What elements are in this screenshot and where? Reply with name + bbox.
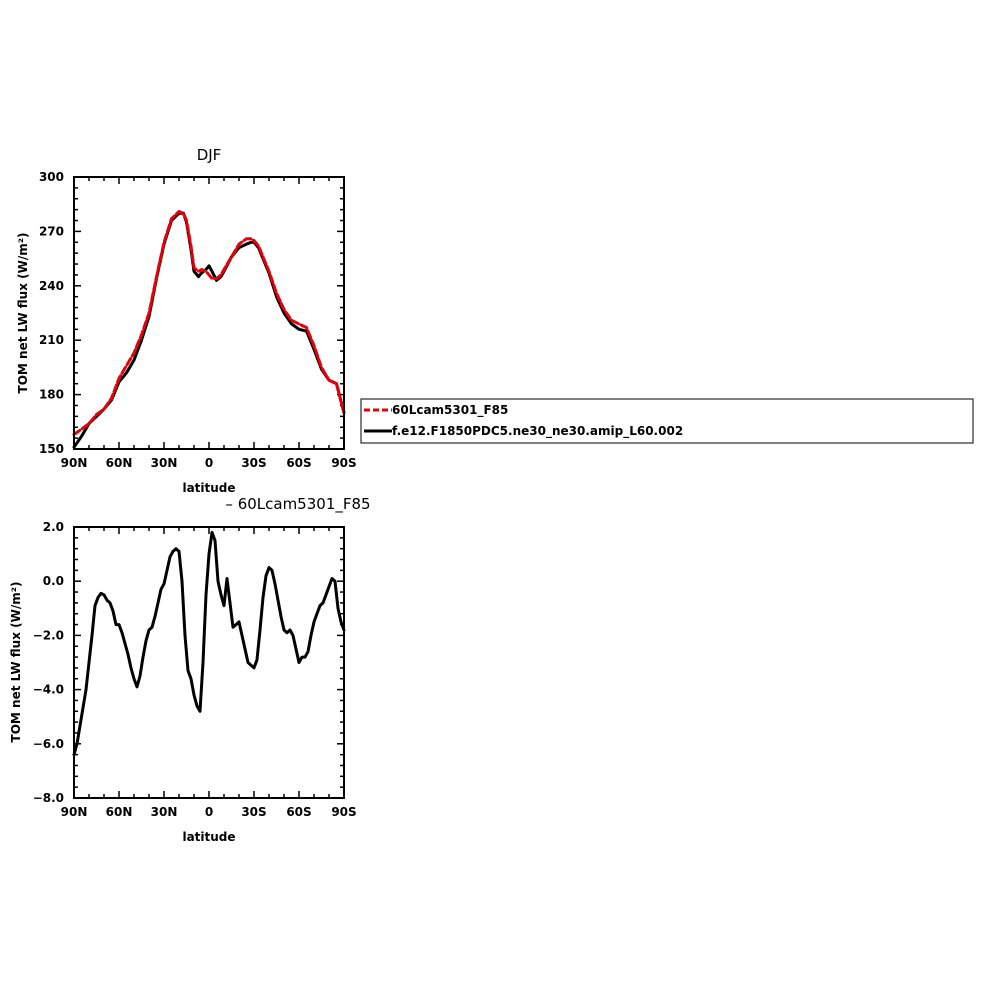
x-tick-label: 90S: [331, 805, 356, 819]
y-tick-label: −4.0: [33, 683, 64, 697]
y-tick-label: 270: [39, 224, 64, 238]
x-tick-label: 90N: [61, 805, 88, 819]
top-panel: DJF TOM net LW flux (W/m²) latitude 90N 6…: [16, 146, 357, 495]
y-tick-label: 150: [39, 442, 64, 456]
top-panel-ticks: 90N 60N 30N 0 30S 60S 90S 150 180 210 240 270 300: [39, 170, 357, 470]
y-tick-label: 2.0: [43, 520, 64, 534]
bottom-panel-series: [72, 530, 346, 757]
y-tick-label: 300: [39, 170, 64, 184]
bottom-panel-ylabel: TOM net LW flux (W/m²): [9, 582, 23, 743]
x-tick-label: 0: [205, 456, 213, 470]
series-line-1: [72, 210, 346, 436]
x-tick-label: 90N: [61, 456, 88, 470]
bottom-panel: – 60Lcam5301_F85 TOM net LW flux (W/m²) …: [9, 495, 371, 844]
top-panel-ylabel: TOM net LW flux (W/m²): [16, 233, 30, 394]
x-tick-label: 30S: [241, 456, 266, 470]
top-panel-series: [72, 210, 346, 449]
y-tick-label: 0.0: [43, 574, 64, 588]
legend-entry-2: f.e12.F1850PDC5.ne30_ne30.amip_L60.002: [392, 424, 683, 439]
x-tick-label: 30S: [241, 805, 266, 819]
y-tick-label: 180: [39, 388, 64, 402]
x-tick-label: 60S: [286, 456, 311, 470]
x-tick-label: 30N: [151, 456, 178, 470]
top-panel-frame: [73, 176, 345, 450]
y-tick-label: 240: [39, 279, 64, 293]
legend-box: [360, 398, 974, 444]
bottom-panel-xlabel: latitude: [182, 830, 235, 844]
top-panel-title: DJF: [197, 146, 222, 164]
x-tick-label: 60N: [106, 456, 133, 470]
series-line-1: [72, 530, 346, 757]
bottom-panel-title: – 60Lcam5301_F85: [225, 495, 370, 514]
bottom-panel-ticks: 90N 60N 30N 0 30S 60S 90S −8.0 −6.0 −4.0 −2.0 0.0 2.…: [33, 520, 357, 819]
bottom-panel-frame: [73, 526, 345, 799]
legend-entry-1: 60Lcam5301_F85: [392, 403, 508, 418]
y-tick-label: 210: [39, 333, 64, 347]
legend: 60Lcam5301_F85 f.e12.F1850PDC5.ne30_ne30…: [360, 398, 974, 444]
y-tick-label: −8.0: [33, 791, 64, 805]
x-tick-label: 0: [205, 805, 213, 819]
y-tick-label: −6.0: [33, 737, 64, 751]
x-tick-label: 60S: [286, 805, 311, 819]
x-tick-label: 90S: [331, 456, 356, 470]
x-tick-label: 30N: [151, 805, 178, 819]
y-tick-label: −2.0: [33, 628, 64, 642]
top-panel-xlabel: latitude: [182, 481, 235, 495]
x-tick-label: 60N: [106, 805, 133, 819]
series-line-2: [72, 211, 346, 449]
